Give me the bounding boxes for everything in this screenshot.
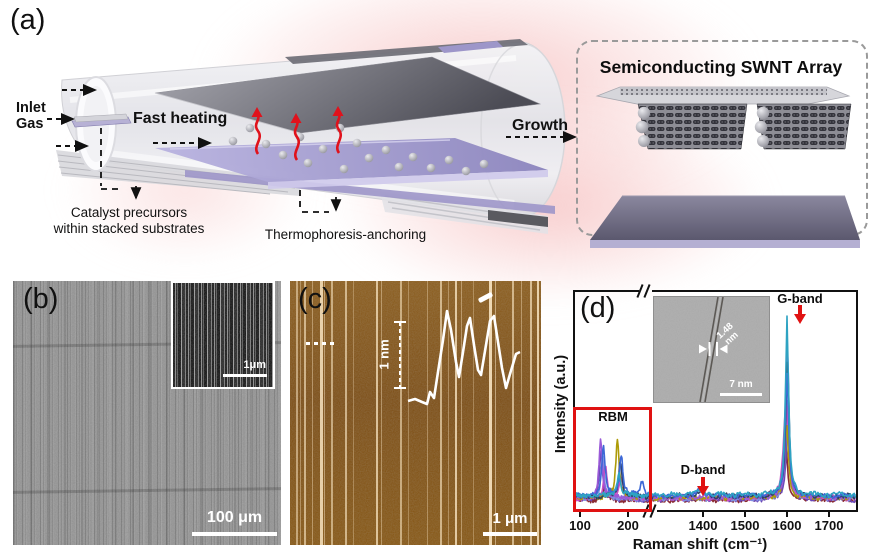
x-tick <box>702 512 704 517</box>
nanotube-stripe <box>381 281 382 545</box>
sem-image: (b) 1μm 100 μm <box>13 281 281 545</box>
x-tick-label: 1700 <box>814 518 844 533</box>
rbm-label: RBM <box>598 409 628 424</box>
height-scale-label: 1 nm <box>376 339 392 370</box>
x-tick-label: 1600 <box>772 518 802 533</box>
nanotube-stripe <box>530 281 532 545</box>
inlet-gas-label: Inlet Gas <box>16 100 46 132</box>
stacked-substrates <box>71 116 132 128</box>
thermophoresis-caption: Thermophoresis-anchoring <box>264 227 427 242</box>
nanotube-stripe <box>296 281 298 545</box>
nanotube-tem <box>699 297 728 402</box>
nanotube-stripe <box>537 281 539 545</box>
gas-flow-arrows <box>47 84 577 152</box>
nanotube-stripe <box>312 281 313 545</box>
thermophoresis-arrows <box>254 111 342 161</box>
axis-top <box>573 290 639 292</box>
axis-break-mark <box>643 284 651 298</box>
tem-scalebar-label: 7 nm <box>729 379 753 390</box>
fast-heating-label: Fast heating <box>133 110 228 127</box>
nanotube-stripe <box>408 281 409 545</box>
sem-inset-scalebar <box>223 374 267 377</box>
nanotube-stripe <box>400 281 402 545</box>
x-tick <box>786 512 788 517</box>
nanotube-stripe <box>455 281 457 545</box>
nanotube-stripe <box>512 281 514 545</box>
quartz-tube <box>61 41 566 219</box>
nanotube-stripe <box>461 281 462 545</box>
panel-c-label: (c) <box>298 283 332 315</box>
x-tick-label: 1400 <box>688 518 718 533</box>
catalyst-particles <box>228 123 489 176</box>
growth-label: Growth <box>512 117 568 134</box>
dotted-marker <box>306 342 334 345</box>
g-band-label: G-band <box>777 291 823 306</box>
axis-bottom <box>657 510 858 512</box>
x-tick <box>828 512 830 517</box>
sem-scalebar <box>192 532 277 536</box>
nanotube-stripe <box>427 281 428 545</box>
d-band-label: D-band <box>680 462 726 477</box>
leader-lines <box>100 128 329 213</box>
nanotube-stripe <box>376 281 378 545</box>
nanotube-stripe <box>324 281 325 545</box>
height-profile <box>394 309 521 406</box>
nanotube-stripe <box>331 281 333 545</box>
axis-top <box>652 290 858 292</box>
panel-d-label: (d) <box>580 292 616 324</box>
nanotube-stripe <box>448 281 449 545</box>
axis-right <box>856 290 858 512</box>
y-axis-label: Intensity (a.u.) <box>553 354 569 454</box>
catalyst-caption: Catalyst precursors within stacked subst… <box>53 205 205 236</box>
sem-scalebar-label: 100 μm <box>206 509 263 526</box>
afm-nanotube-stripes <box>290 281 541 545</box>
afm-scalebar-label: 1 μm <box>492 510 528 527</box>
nanotube-stripe <box>495 281 496 545</box>
d-band-arrow <box>697 477 709 496</box>
axis-left <box>573 290 575 512</box>
afm-image: (c) 1 nm 1 μm <box>290 281 541 545</box>
g-band-arrow <box>794 305 806 324</box>
panel-a-label: (a) <box>10 4 46 36</box>
x-tick <box>627 512 629 517</box>
swnt-box-title: Semiconducting SWNT Array <box>599 57 843 77</box>
rbm-highlight-box <box>573 407 652 512</box>
nanotube-stripe <box>473 281 474 545</box>
nanotube-stripe <box>300 281 301 545</box>
nanotube-stripe <box>304 281 306 545</box>
afm-scalebar <box>483 532 537 536</box>
nanotube-stripe <box>345 281 347 545</box>
nanotube-stripe <box>489 281 492 545</box>
tem-scalebar <box>720 393 762 396</box>
nanotube-stripe <box>353 281 354 545</box>
x-tick-label: 100 <box>569 518 591 533</box>
panel-b-label: (b) <box>23 283 59 315</box>
x-axis-label: Raman shift (cm⁻¹) <box>632 536 768 553</box>
x-tick-label: 1500 <box>730 518 760 533</box>
sem-inset-scalebar-label: 1μm <box>243 359 266 371</box>
nanotube-stripe <box>440 281 442 545</box>
nanotube-stripe <box>320 281 323 545</box>
tem-inset: 1.48 nm 7 nm <box>653 296 770 403</box>
x-tick-label: 200 <box>617 518 639 533</box>
nanotube-stripe <box>521 281 522 545</box>
sem-inset: 1μm <box>171 281 275 389</box>
x-tick <box>744 512 746 517</box>
bottom-substrate <box>155 138 548 182</box>
x-tick <box>579 512 581 517</box>
